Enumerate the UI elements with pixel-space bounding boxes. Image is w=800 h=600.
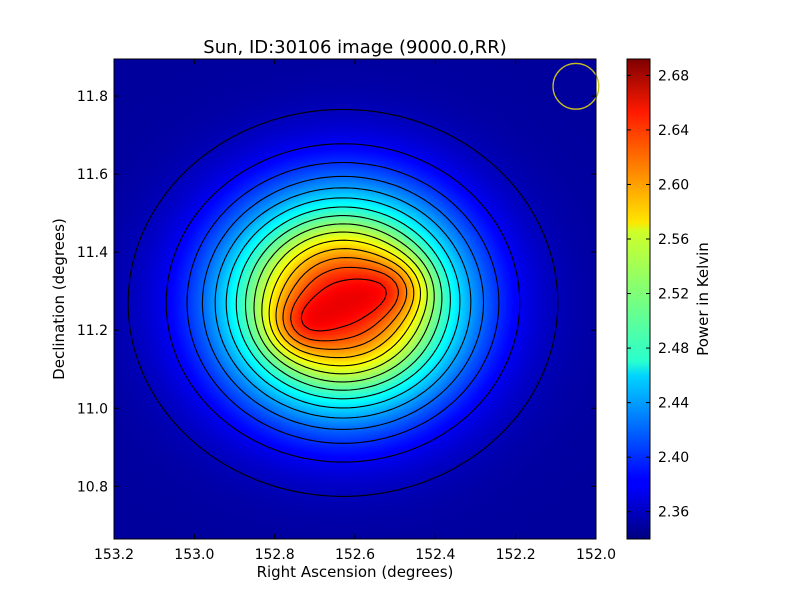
contour-line	[214, 187, 472, 419]
contour-line	[235, 206, 451, 400]
x-tick-label: 152.2	[496, 547, 536, 563]
y-tick-label: 11.2	[77, 323, 108, 339]
colorbar-tick-label: 2.56	[658, 232, 689, 248]
contour-line	[127, 108, 559, 497]
colorbar-frame	[626, 58, 651, 540]
colorbar-tick-label: 2.64	[658, 123, 689, 139]
contour-line	[275, 248, 415, 359]
beam-circle	[552, 62, 600, 110]
contour-line	[261, 231, 428, 375]
colorbar-tick-label: 2.52	[658, 287, 689, 303]
x-tick-label: 153.0	[174, 547, 214, 563]
chart-title: Sun, ID:30106 image (9000.0,RR)	[203, 37, 506, 58]
contour-line	[290, 266, 399, 342]
y-axis-label: Declination (degrees)	[50, 218, 68, 380]
colorbar-tick-label: 2.44	[658, 396, 689, 412]
y-axis: 10.8 11.0 11.2 11.4 11.6 11.8	[77, 89, 596, 495]
x-tick-label: 152.6	[335, 547, 375, 563]
colorbar-gradient	[627, 59, 650, 539]
y-tick-label: 11.4	[77, 245, 108, 261]
colorbar-tick-label: 2.40	[658, 450, 689, 466]
y-tick-label: 10.8	[77, 479, 108, 495]
x-tick-label: 153.2	[94, 547, 134, 563]
colorbar-tick-label: 2.48	[658, 341, 689, 357]
colorbar-tick-label: 2.68	[658, 68, 689, 84]
x-tick-label: 152.8	[255, 547, 295, 563]
x-tick-label: 152.0	[576, 547, 616, 563]
heatmap-plot	[113, 58, 600, 540]
y-tick-label: 11.0	[77, 401, 108, 417]
colorbar-tick-label: 2.60	[658, 177, 689, 193]
colorbar-tick-label: 2.36	[658, 505, 689, 521]
y-tick-label: 11.8	[77, 89, 108, 105]
x-axis-label: Right Ascension (degrees)	[257, 563, 454, 581]
contour-line	[201, 175, 485, 430]
contour-line	[300, 278, 387, 332]
contour-lines	[127, 108, 559, 497]
contour-line	[244, 215, 443, 391]
contour-line	[253, 223, 435, 383]
contour-line	[165, 143, 521, 463]
heatmap-image	[114, 59, 596, 539]
contour-line	[186, 161, 500, 444]
contour-line	[268, 239, 422, 367]
y-tick-label: 11.6	[77, 167, 108, 183]
contour-line	[225, 197, 461, 409]
colorbar-label: Power in Kelvin	[694, 242, 712, 356]
contour-line	[282, 257, 408, 350]
x-axis: 153.2 153.0 152.8 152.6 152.4 152.2 152.0	[94, 59, 616, 563]
colorbar-ticks: 2.36 2.40 2.44 2.48 2.52 2.56 2.60 2.64 2.68	[627, 68, 689, 521]
x-tick-label: 152.4	[415, 547, 455, 563]
colorbar: 2.36 2.40 2.44 2.48 2.52 2.56 2.60 2.64 2.68 Pow…	[626, 58, 712, 540]
